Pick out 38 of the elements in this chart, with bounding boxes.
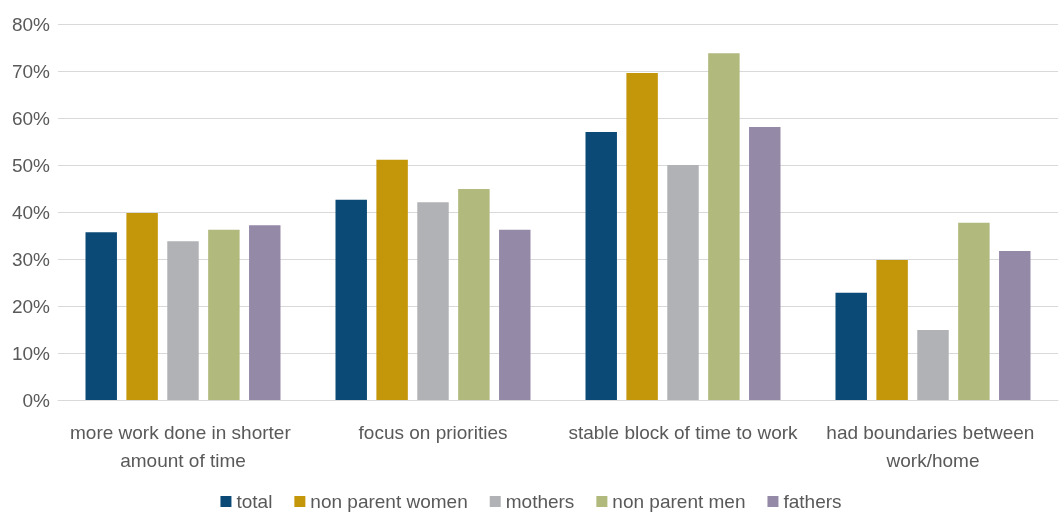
x-tick-label: stable block of time to work	[568, 421, 799, 443]
legend-label: fathers	[783, 491, 842, 512]
y-tick-label: 80%	[11, 13, 51, 35]
bar	[917, 329, 949, 400]
bar	[126, 212, 158, 400]
bar	[958, 222, 990, 400]
bar	[835, 292, 867, 400]
bar	[876, 259, 908, 400]
y-tick-label: 0%	[22, 389, 51, 411]
legend-label: non parent women	[310, 491, 468, 512]
y-tick-label: 10%	[11, 342, 51, 364]
legend-label: total	[236, 491, 273, 512]
y-tick-label: 70%	[11, 60, 51, 82]
bar	[999, 251, 1031, 400]
x-tick-label: focus on priorities	[358, 421, 508, 443]
bar	[208, 229, 240, 400]
bar	[708, 53, 740, 400]
y-tick-label: 30%	[11, 248, 51, 270]
x-tick-label: more work done in shorter amount of time	[70, 421, 296, 471]
bar	[249, 225, 281, 400]
bar	[499, 229, 531, 400]
legend-label: mothers	[505, 491, 575, 512]
bar	[626, 72, 658, 400]
bar	[417, 202, 449, 400]
bar	[667, 165, 699, 400]
y-tick-label: 20%	[11, 295, 51, 317]
bar	[376, 159, 408, 400]
y-tick-label: 50%	[11, 154, 51, 176]
bar	[167, 241, 199, 400]
bar	[749, 126, 781, 400]
bar	[458, 188, 490, 400]
bar	[85, 232, 117, 400]
bar	[585, 132, 617, 400]
y-tick-label: 40%	[11, 201, 51, 223]
x-tick-label: had boundaries between work/home	[826, 421, 1040, 471]
bar	[335, 199, 367, 400]
y-tick-label: 60%	[11, 107, 51, 129]
legend-label: non parent men	[612, 491, 746, 512]
